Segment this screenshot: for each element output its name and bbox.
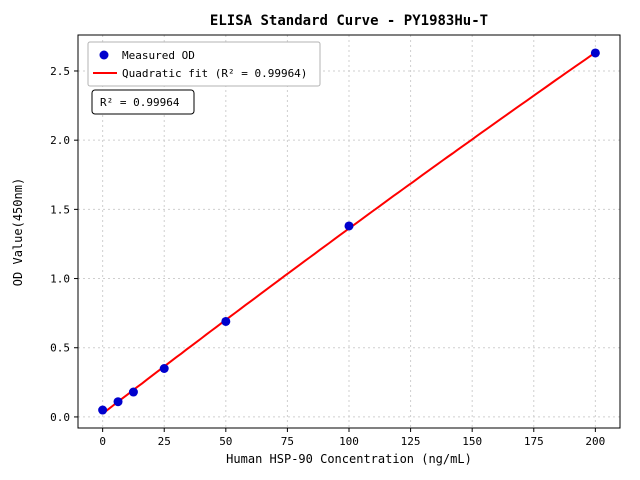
plot-area: 0 25 50 75 100 125 150 175 200 0.0 0.5 1.0 1.5 2.0 2.5… xyxy=(50,34,621,448)
data-point xyxy=(221,316,231,326)
x-tick-label: 50 xyxy=(219,435,232,448)
legend-label-measured: Measured OD xyxy=(122,49,195,62)
x-tick-label: 200 xyxy=(585,435,605,448)
annotation-box xyxy=(91,89,195,115)
r-squared-annotation: R² = 0.99964 xyxy=(91,89,195,115)
y-tick-label: 1.0 xyxy=(50,273,70,286)
x-tick-label: 0 xyxy=(99,435,106,448)
x-tick-label: 125 xyxy=(401,435,421,448)
x-tick-label: 175 xyxy=(524,435,544,448)
legend-box xyxy=(87,41,321,87)
legend-label-fit: Quadratic fit (R² = 0.99964) xyxy=(122,67,307,80)
x-tick-label: 150 xyxy=(462,435,482,448)
data-point xyxy=(344,221,354,231)
y-tick-label: 1.5 xyxy=(50,203,70,216)
data-point xyxy=(590,48,600,58)
x-tick-label: 100 xyxy=(339,435,359,448)
y-tick-label: 0.5 xyxy=(50,342,70,355)
legend-marker-point xyxy=(99,50,109,60)
y-tick-label: 2.0 xyxy=(50,134,70,147)
legend: Measured OD Quadratic fit (R² = 0.99964) xyxy=(87,41,321,87)
data-point xyxy=(113,397,123,407)
chart-title: ELISA Standard Curve - PY1983Hu-T xyxy=(210,13,488,29)
x-tick-label: 75 xyxy=(281,435,294,448)
x-axis-label: Human HSP-90 Concentration (ng/mL) xyxy=(226,452,472,466)
x-tick-label: 25 xyxy=(158,435,171,448)
data-point xyxy=(159,363,169,373)
y-tick-label: 0.0 xyxy=(50,411,70,424)
annotation-text: R² = 0.99964 xyxy=(100,96,180,109)
y-axis-label: OD Value(450nm) xyxy=(11,178,25,286)
data-point xyxy=(128,387,138,397)
y-tick-label: 2.5 xyxy=(50,65,70,78)
data-point xyxy=(98,405,108,415)
